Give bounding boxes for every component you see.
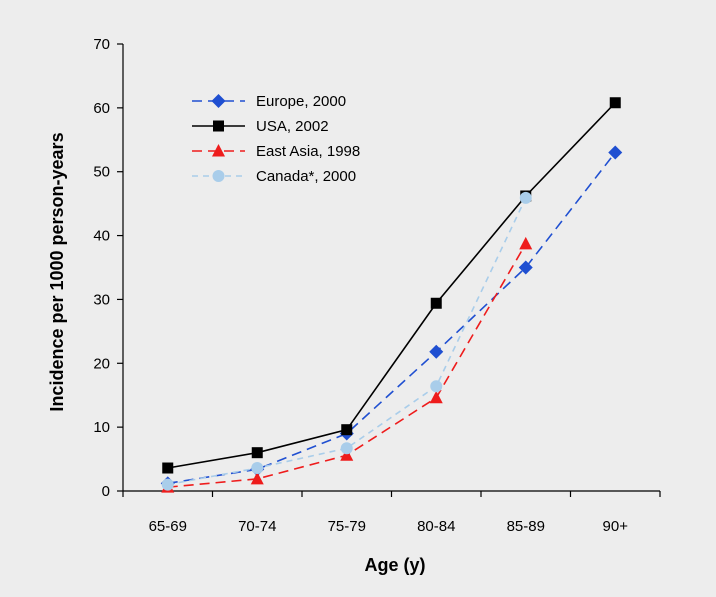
series-line-europe-2000 xyxy=(167,152,616,485)
legend-label-europe-2000: Europe, 2000 xyxy=(256,93,346,110)
data-point-usa-2002 xyxy=(609,97,621,109)
legend-marker-europe-2000 xyxy=(211,94,226,108)
y-tick-label: 30 xyxy=(93,291,110,308)
legend-marker-usa-2002 xyxy=(213,120,224,132)
data-point-usa-2002 xyxy=(341,424,353,436)
y-tick-label: 50 xyxy=(93,164,110,181)
data-point-east-asia-1998 xyxy=(340,448,354,461)
series-group xyxy=(160,97,623,493)
x-tick-label: 80-84 xyxy=(417,518,455,535)
y-tick-label: 70 xyxy=(93,36,110,53)
data-point-europe-2000 xyxy=(608,145,623,160)
legend-label-usa-2002: USA, 2002 xyxy=(256,118,329,135)
x-tick-label: 70-74 xyxy=(238,518,276,535)
legend-marker-canada-2000 xyxy=(212,170,225,182)
legend-label-east-asia-1998: East Asia, 1998 xyxy=(256,143,360,160)
data-point-europe-2000 xyxy=(518,260,533,275)
legend-marker-east-asia-1998 xyxy=(212,144,225,157)
data-point-east-asia-1998 xyxy=(429,390,443,404)
series-canada-2000 xyxy=(161,191,532,491)
x-tick-label: 90+ xyxy=(603,518,629,535)
data-point-east-asia-1998 xyxy=(519,236,533,250)
y-axis-title: Incidence per 1000 person-years xyxy=(47,132,67,411)
data-point-canada-2000 xyxy=(251,462,264,475)
y-axis-ticks: 0 10 20 30 40 50 60 70 xyxy=(93,36,123,500)
y-tick-label: 60 xyxy=(93,100,110,117)
x-tick-label: 85-89 xyxy=(507,518,545,535)
x-axis-ticks: 65-69 70-74 75-79 80-84 85-89 90+ xyxy=(122,491,661,535)
data-point-canada-2000 xyxy=(519,191,532,204)
data-point-east-asia-1998 xyxy=(250,471,264,485)
data-point-usa-2002 xyxy=(430,297,442,309)
series-line-canada-2000 xyxy=(167,197,527,486)
legend-label-canada-2000: Canada*, 2000 xyxy=(256,168,356,185)
y-tick-label: 10 xyxy=(93,419,110,436)
data-point-canada-2000 xyxy=(430,380,443,393)
y-tick-label: 40 xyxy=(93,228,110,245)
data-point-usa-2002 xyxy=(251,447,263,459)
data-point-usa-2002 xyxy=(162,462,174,474)
legend: Europe, 2000 USA, 2002 East Asia, 1998 Cana… xyxy=(192,93,360,185)
data-point-canada-2000 xyxy=(161,478,174,491)
y-tick-label: 20 xyxy=(93,355,110,372)
x-tick-label: 75-79 xyxy=(328,518,366,535)
data-point-canada-2000 xyxy=(340,442,353,455)
x-axis-title: Age (y) xyxy=(364,555,425,575)
data-point-europe-2000 xyxy=(429,344,444,359)
x-tick-label: 65-69 xyxy=(149,518,187,535)
y-tick-label: 0 xyxy=(102,483,110,500)
series-line-usa-2002 xyxy=(167,102,616,469)
